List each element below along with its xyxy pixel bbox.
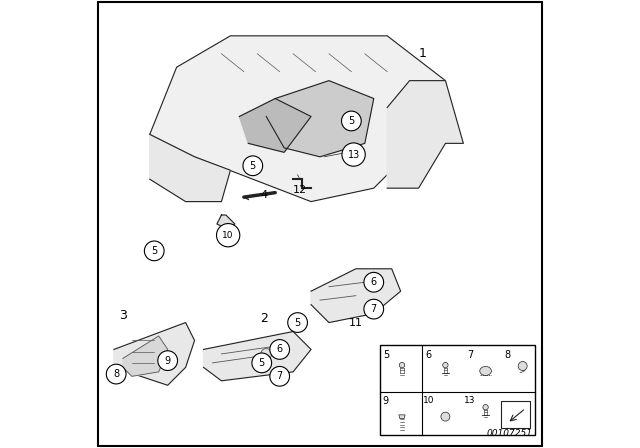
Circle shape [288, 313, 307, 332]
Circle shape [270, 340, 289, 359]
Text: 6: 6 [276, 345, 283, 354]
Text: 5: 5 [294, 318, 301, 327]
Circle shape [364, 299, 383, 319]
Polygon shape [311, 269, 401, 323]
Circle shape [216, 224, 240, 247]
Text: 13: 13 [465, 396, 476, 405]
Polygon shape [123, 336, 168, 376]
Circle shape [158, 351, 177, 370]
Text: 7: 7 [371, 304, 377, 314]
Polygon shape [217, 215, 235, 228]
Text: 9: 9 [383, 396, 389, 405]
Circle shape [342, 143, 365, 166]
Polygon shape [150, 36, 445, 202]
Text: 10: 10 [422, 396, 434, 405]
Text: 5: 5 [348, 116, 355, 126]
Text: 12: 12 [292, 185, 307, 195]
Text: 1: 1 [419, 47, 427, 60]
Text: 11: 11 [349, 318, 363, 327]
Text: 5: 5 [250, 161, 256, 171]
Circle shape [252, 353, 271, 373]
Bar [380, 345, 535, 435]
Text: 13: 13 [348, 150, 360, 159]
Polygon shape [266, 81, 374, 157]
Circle shape [261, 349, 271, 359]
Text: 2: 2 [260, 311, 268, 325]
Ellipse shape [480, 366, 492, 375]
Circle shape [399, 362, 404, 368]
Polygon shape [387, 81, 463, 188]
Circle shape [270, 366, 289, 386]
Text: 8: 8 [504, 350, 510, 360]
Text: 5: 5 [259, 358, 265, 368]
Polygon shape [114, 323, 195, 385]
Circle shape [243, 156, 262, 176]
Circle shape [441, 412, 450, 421]
Polygon shape [150, 134, 230, 202]
Text: 6: 6 [426, 350, 431, 360]
Polygon shape [239, 99, 311, 152]
Text: 7: 7 [276, 371, 283, 381]
Circle shape [364, 272, 383, 292]
Text: 5: 5 [151, 246, 157, 256]
Circle shape [342, 111, 361, 131]
Circle shape [483, 405, 488, 410]
Text: 7: 7 [467, 350, 473, 360]
Circle shape [145, 241, 164, 261]
Text: 5: 5 [383, 350, 389, 360]
Circle shape [106, 364, 126, 384]
Text: 3: 3 [119, 309, 127, 323]
Circle shape [443, 362, 448, 368]
Text: 6: 6 [371, 277, 377, 287]
Text: 8: 8 [113, 369, 119, 379]
Text: 00107251: 00107251 [487, 429, 533, 438]
Bar [501, 401, 531, 428]
Text: 10: 10 [223, 231, 234, 240]
Polygon shape [204, 332, 311, 381]
Polygon shape [399, 415, 405, 418]
Text: 9: 9 [164, 356, 171, 366]
Circle shape [518, 362, 527, 370]
Text: 4: 4 [260, 190, 268, 200]
